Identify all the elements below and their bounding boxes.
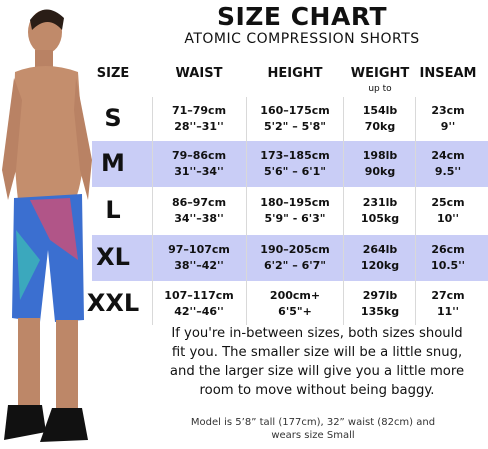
height-line: 5'2" – 5'8": [264, 120, 326, 133]
size-label: S: [104, 104, 122, 132]
inseam-line: 9.5'': [434, 165, 462, 178]
height-cell: 190–205cm 6'2" – 6'7": [260, 242, 329, 274]
weight-cell: 154lb 70kg: [363, 103, 398, 135]
inseam-cell: 27cm 11'': [431, 288, 464, 320]
weight-cell: 231lb 105kg: [361, 195, 399, 227]
weight-cell: 264lb 120kg: [361, 242, 399, 274]
size-label: XL: [96, 243, 130, 271]
weight-line: 90kg: [364, 165, 396, 178]
waist-line: 42''–46'': [174, 305, 224, 318]
height-line: 6'2" – 6'7": [264, 259, 326, 272]
weight-line: 120kg: [360, 259, 400, 272]
inseam-cell: 25cm 10'': [431, 195, 464, 227]
waist-line: 86–97cm: [171, 196, 227, 209]
height-cell: 200cm+ 6'5"+: [270, 288, 320, 320]
waist-line: 34''–38'': [174, 212, 224, 225]
inseam-cell: 23cm 9'': [431, 103, 464, 135]
waist-line: 71–79cm: [171, 104, 227, 117]
weight-line: 154lb: [362, 104, 398, 117]
column-header: WEIGHT: [350, 66, 410, 81]
footnote-line: Model is 5’8” tall (177cm), 32” waist (8…: [190, 417, 436, 428]
footnote-line: wears size Small: [271, 430, 355, 441]
height-line: 173–185cm: [260, 149, 330, 162]
weight-cell: 297lb 135kg: [361, 288, 399, 320]
inseam-line: 24cm: [431, 149, 465, 162]
height-line: 5'9" - 6'3": [264, 212, 326, 225]
note-line: fit you. The smaller size will be a litt…: [171, 345, 463, 360]
waist-line: 31''–34'': [174, 165, 224, 178]
inseam-line: 9'': [440, 120, 456, 133]
row-highlight: [92, 235, 488, 281]
weight-line: 264lb: [362, 243, 398, 256]
height-cell: 173–185cm 5'6" – 6'1": [260, 148, 329, 180]
weight-note: up to: [368, 84, 392, 94]
weight-line: 231lb: [362, 196, 398, 209]
subtitle: ATOMIC COMPRESSION SHORTS: [184, 31, 420, 47]
column-divider: [415, 97, 416, 325]
column-header: INSEAM: [419, 66, 477, 81]
height-line: 200cm+: [269, 289, 321, 302]
column-header: WAIST: [175, 66, 223, 81]
size-label: M: [101, 149, 125, 177]
size-label: L: [105, 196, 121, 224]
inseam-line: 25cm: [431, 196, 465, 209]
weight-line: 135kg: [360, 305, 400, 318]
waist-cell: 71–79cm 28''–31'': [172, 103, 226, 135]
waist-cell: 97–107cm 38''–42'': [168, 242, 230, 274]
column-header: HEIGHT: [267, 66, 323, 81]
inseam-line: 26cm: [431, 243, 465, 256]
waist-cell: 107–117cm 42''–46'': [164, 288, 233, 320]
waist-line: 97–107cm: [168, 243, 230, 256]
height-line: 180–195cm: [260, 196, 330, 209]
column-header: SIZE: [96, 66, 130, 81]
inseam-line: 10.5'': [431, 259, 465, 272]
height-line: 5'6" – 6'1": [264, 165, 326, 178]
weight-line: 105kg: [360, 212, 400, 225]
sizing-note: If you're in-between sizes, both sizes s…: [170, 324, 464, 400]
waist-line: 28''–31'': [174, 120, 224, 133]
row-highlight: [92, 141, 488, 187]
note-line: If you're in-between sizes, both sizes s…: [171, 326, 463, 341]
inseam-line: 10'': [436, 212, 460, 225]
waist-line: 38''–42'': [174, 259, 224, 272]
column-divider: [152, 97, 153, 325]
height-line: 190–205cm: [260, 243, 330, 256]
title: SIZE CHART: [216, 2, 388, 31]
waist-line: 79–86cm: [171, 149, 227, 162]
column-divider: [343, 97, 344, 325]
weight-line: 70kg: [364, 120, 396, 133]
waist-cell: 86–97cm 34''–38'': [172, 195, 226, 227]
height-cell: 160–175cm 5'2" – 5'8": [260, 103, 329, 135]
waist-line: 107–117cm: [164, 289, 234, 302]
height-line: 160–175cm: [260, 104, 330, 117]
model-footnote: Model is 5’8” tall (177cm), 32” waist (8…: [191, 416, 435, 442]
size-label: XXL: [86, 289, 140, 317]
model-photo: [2, 9, 92, 442]
column-divider: [246, 97, 247, 325]
waist-cell: 79–86cm 31''–34'': [172, 148, 226, 180]
weight-line: 198lb: [362, 149, 398, 162]
height-cell: 180–195cm 5'9" - 6'3": [260, 195, 329, 227]
inseam-cell: 26cm 10.5'': [431, 242, 465, 274]
weight-cell: 198lb 90kg: [363, 148, 398, 180]
height-line: 6'5"+: [278, 305, 312, 318]
note-line: room to move without being baggy.: [199, 383, 435, 398]
inseam-line: 27cm: [431, 289, 465, 302]
inseam-cell: 24cm 9.5'': [431, 148, 464, 180]
inseam-line: 23cm: [431, 104, 465, 117]
weight-line: 297lb: [362, 289, 398, 302]
inseam-line: 11'': [436, 305, 460, 318]
note-line: and the larger size will give you a litt…: [169, 364, 465, 379]
